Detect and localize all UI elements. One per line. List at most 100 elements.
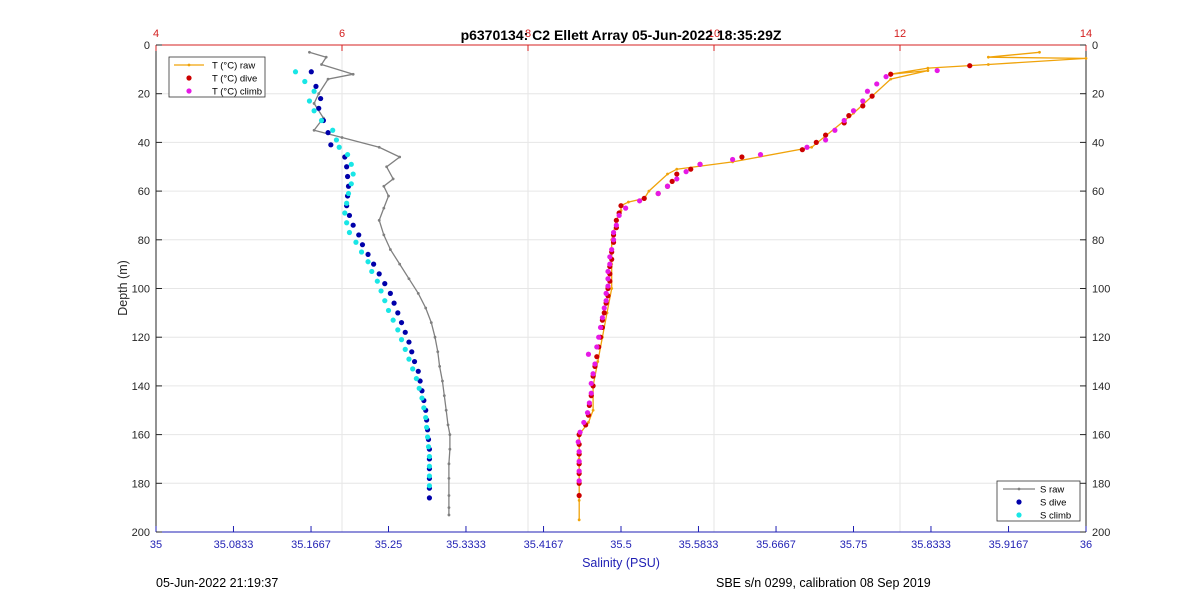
bottom-tick-label: 35.8333 xyxy=(911,539,951,551)
data-point xyxy=(576,468,582,474)
data-point xyxy=(426,473,433,479)
legend-marker xyxy=(1016,499,1022,505)
data-point xyxy=(575,439,581,445)
data-point xyxy=(641,195,647,202)
temperature-legend: T (°C) raw T (°C) dive T (°C) climb xyxy=(168,56,266,98)
left-tick-label: 160 xyxy=(132,430,150,442)
data-point xyxy=(398,337,405,343)
data-point xyxy=(448,447,452,451)
data-point xyxy=(601,305,607,311)
data-point xyxy=(426,463,433,469)
data-point xyxy=(416,291,420,295)
data-point xyxy=(590,371,596,377)
data-point xyxy=(340,136,344,139)
data-point xyxy=(311,88,317,94)
data-point xyxy=(586,400,592,406)
left-tick-label: 40 xyxy=(138,137,150,149)
data-point xyxy=(888,71,894,77)
data-point xyxy=(674,171,680,177)
data-point xyxy=(1038,50,1041,54)
legend-label: T (°C) climb xyxy=(212,87,262,98)
data-point xyxy=(421,405,427,411)
series-s-climb xyxy=(292,69,433,489)
right-tick-label: 0 xyxy=(1092,40,1098,52)
data-point xyxy=(581,419,587,426)
data-point xyxy=(588,380,594,387)
data-point xyxy=(316,105,322,111)
data-point xyxy=(599,315,606,321)
data-point xyxy=(433,335,437,339)
data-point xyxy=(446,423,450,427)
data-point xyxy=(409,349,415,355)
bottom-tick-label: 35.75 xyxy=(840,539,868,551)
bottom-tick-label: 35 xyxy=(150,539,162,551)
data-point xyxy=(596,334,602,340)
data-point xyxy=(730,156,736,163)
data-point xyxy=(607,261,613,267)
left-tick-label: 200 xyxy=(132,527,150,539)
data-point xyxy=(603,290,609,296)
data-point xyxy=(317,92,321,96)
data-point xyxy=(382,298,388,304)
data-point xyxy=(402,329,408,335)
data-point xyxy=(356,232,362,238)
data-point xyxy=(846,113,852,119)
data-point xyxy=(447,513,451,517)
data-point xyxy=(739,154,745,160)
data-point xyxy=(967,63,973,69)
data-point xyxy=(594,344,600,350)
data-point xyxy=(664,183,671,189)
right-tick-label: 200 xyxy=(1092,527,1110,539)
data-point xyxy=(387,290,393,296)
left-tick-label: 0 xyxy=(144,40,150,52)
data-point xyxy=(415,368,421,374)
data-point xyxy=(336,144,342,150)
bottom-tick-label: 35.5 xyxy=(610,539,631,551)
data-point xyxy=(588,390,594,396)
legend-label: S climb xyxy=(1040,511,1071,522)
data-point xyxy=(346,229,353,236)
data-point xyxy=(348,181,354,187)
data-point xyxy=(330,127,336,133)
data-point xyxy=(616,212,622,219)
data-point xyxy=(596,360,600,363)
data-point xyxy=(605,283,611,289)
data-point xyxy=(318,117,325,124)
footer-timestamp: 05-Jun-2022 21:19:37 xyxy=(156,576,279,590)
data-point xyxy=(610,237,617,243)
data-point xyxy=(410,366,416,372)
data-point xyxy=(382,233,386,237)
left-tick-label: 100 xyxy=(132,284,150,296)
data-point xyxy=(311,108,317,114)
data-point xyxy=(757,151,764,158)
data-point xyxy=(610,229,617,236)
data-point xyxy=(345,190,352,197)
legend-box xyxy=(996,480,1081,522)
data-point xyxy=(371,261,377,267)
data-point xyxy=(391,177,395,181)
right-tick-label: 180 xyxy=(1092,478,1110,490)
left-tick-label: 80 xyxy=(138,235,150,247)
data-point xyxy=(423,414,429,421)
data-point xyxy=(344,200,350,206)
data-point xyxy=(623,205,629,211)
legend-marker xyxy=(186,75,192,81)
bottom-tick-label: 35.9167 xyxy=(989,539,1029,551)
data-point xyxy=(419,395,425,401)
data-point xyxy=(308,50,311,54)
data-point xyxy=(605,268,611,275)
data-point xyxy=(344,173,351,180)
data-point xyxy=(447,494,451,497)
data-point xyxy=(688,166,694,172)
legend-marker xyxy=(187,63,191,67)
data-point xyxy=(447,506,451,510)
data-point xyxy=(388,248,392,251)
data-point xyxy=(395,327,401,333)
data-point xyxy=(377,145,381,149)
data-point xyxy=(823,132,829,138)
left-tick-label: 180 xyxy=(132,478,150,490)
data-point xyxy=(889,77,893,81)
y-axis-label: Depth (m) xyxy=(116,260,130,316)
data-point xyxy=(402,346,408,352)
